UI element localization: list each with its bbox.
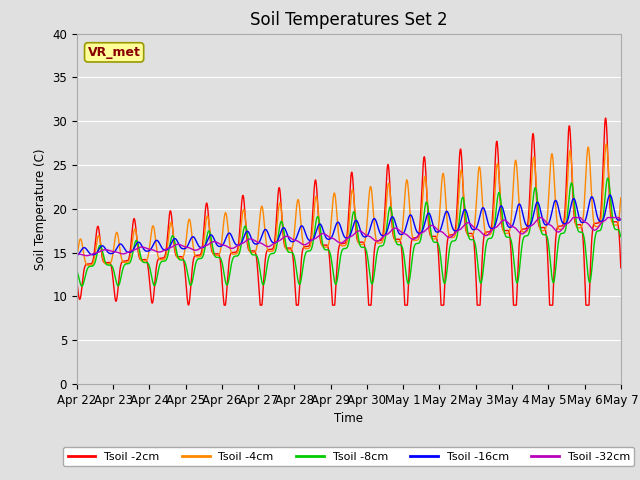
Title: Soil Temperatures Set 2: Soil Temperatures Set 2: [250, 11, 447, 29]
X-axis label: Time: Time: [334, 412, 364, 425]
Legend: Tsoil -2cm, Tsoil -4cm, Tsoil -8cm, Tsoil -16cm, Tsoil -32cm: Tsoil -2cm, Tsoil -4cm, Tsoil -8cm, Tsoi…: [63, 447, 634, 466]
Text: VR_met: VR_met: [88, 46, 141, 59]
Y-axis label: Soil Temperature (C): Soil Temperature (C): [34, 148, 47, 270]
